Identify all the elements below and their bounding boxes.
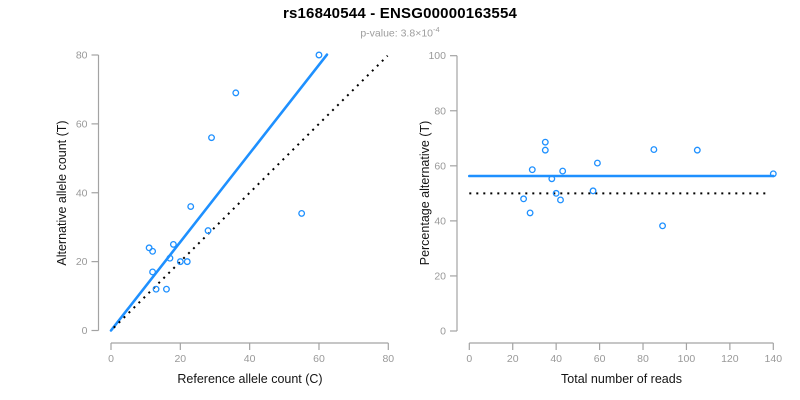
y-tick-label: 100 bbox=[428, 50, 446, 62]
data-point bbox=[559, 167, 567, 175]
y-tick-label: 80 bbox=[434, 105, 446, 117]
data-point bbox=[557, 196, 564, 204]
data-point bbox=[541, 146, 549, 154]
x-tick-label: 40 bbox=[244, 353, 256, 365]
data-point bbox=[232, 89, 240, 97]
data-point bbox=[149, 247, 157, 255]
y-tick-label: 20 bbox=[76, 256, 88, 268]
x-tick-label: 60 bbox=[313, 353, 325, 365]
left-y-axis-title: Alternative allele count (T) bbox=[55, 120, 69, 266]
data-point bbox=[693, 146, 701, 154]
data-point bbox=[541, 138, 549, 146]
data-point bbox=[145, 244, 153, 252]
left-x-axis-title: Reference allele count (C) bbox=[177, 372, 323, 386]
right-x-axis-title: Total number of reads bbox=[561, 372, 682, 386]
x-tick-label: 80 bbox=[382, 353, 394, 365]
x-tick-label: 20 bbox=[174, 353, 186, 365]
data-point bbox=[149, 268, 157, 276]
identity-line bbox=[113, 54, 389, 329]
figure-subtitle: p-value: 3.8×10-4 bbox=[0, 25, 800, 40]
data-point bbox=[176, 258, 184, 266]
regression-line bbox=[109, 53, 329, 332]
data-point bbox=[169, 240, 177, 248]
y-tick-label: 60 bbox=[76, 118, 88, 130]
data-point bbox=[520, 195, 528, 203]
data-point bbox=[526, 209, 534, 217]
x-tick-label: 120 bbox=[721, 353, 739, 365]
data-point bbox=[208, 134, 215, 142]
y-tick-label: 0 bbox=[440, 326, 446, 338]
y-tick-label: 20 bbox=[434, 270, 446, 282]
x-tick-label: 140 bbox=[765, 353, 783, 365]
y-tick-label: 0 bbox=[82, 325, 88, 337]
data-point bbox=[298, 209, 306, 217]
data-point bbox=[315, 51, 323, 59]
data-point bbox=[152, 285, 160, 293]
pvalue-exponent: -4 bbox=[433, 25, 440, 34]
y-tick-label: 40 bbox=[434, 215, 446, 227]
y-tick-label: 60 bbox=[434, 160, 446, 172]
data-point bbox=[659, 222, 667, 230]
x-tick-label: 60 bbox=[594, 353, 606, 365]
data-point bbox=[204, 227, 212, 235]
data-point bbox=[650, 146, 658, 154]
data-point bbox=[187, 203, 195, 210]
x-tick-label: 80 bbox=[637, 353, 649, 365]
data-point bbox=[548, 175, 556, 183]
data-point bbox=[528, 166, 536, 174]
data-point bbox=[589, 187, 597, 195]
y-tick-label: 40 bbox=[76, 187, 88, 199]
pvalue-base: 3.8×10 bbox=[400, 27, 434, 40]
data-point bbox=[552, 189, 560, 197]
figure-title: rs16840544 - ENSG00000163554 bbox=[282, 5, 518, 22]
data-point bbox=[163, 285, 170, 293]
allele-count-scatter: 0 20 40 60 80 0 20 40 60 80 bbox=[76, 50, 394, 366]
data-point bbox=[166, 254, 174, 262]
data-point bbox=[183, 258, 191, 266]
x-tick-label: 100 bbox=[678, 353, 696, 365]
x-tick-label: 0 bbox=[108, 353, 114, 365]
x-tick-label: 0 bbox=[466, 353, 472, 365]
data-point bbox=[769, 170, 777, 178]
y-tick-label: 80 bbox=[76, 50, 88, 62]
pvalue-label: p-value: bbox=[360, 27, 401, 40]
data-point bbox=[593, 159, 601, 167]
x-tick-label: 20 bbox=[507, 353, 519, 365]
right-y-axis-title: Percentage alternative (T) bbox=[418, 120, 432, 266]
percentage-vs-reads-scatter: 0 20 40 60 80 100 0 20 40 60 80 100 120 140 bbox=[428, 50, 782, 365]
x-tick-label: 40 bbox=[550, 353, 562, 365]
